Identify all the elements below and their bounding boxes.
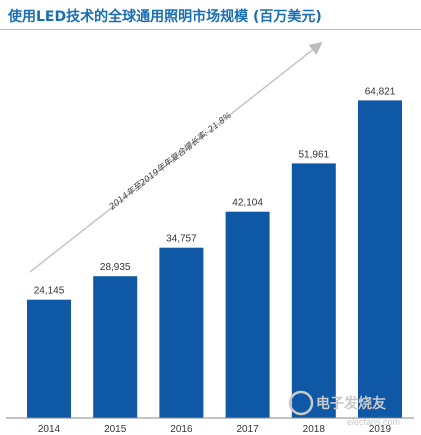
watermark-text: 电子发烧友 xyxy=(316,395,386,412)
value-label-2017: 42,104 xyxy=(232,198,263,209)
watermark-url: elecfans.com xyxy=(347,417,400,427)
bar-2014 xyxy=(27,299,71,418)
bar-2017 xyxy=(225,211,270,418)
bar-2015 xyxy=(93,276,138,418)
cagr-annotation: 2014年至2019年年复合增长率: 21.8% xyxy=(107,110,234,212)
value-label-2018: 51,961 xyxy=(299,149,330,160)
value-label-2016: 34,757 xyxy=(166,234,197,245)
value-label-2015: 28,935 xyxy=(100,262,131,273)
title-divider xyxy=(0,29,421,30)
watermark: 电子发烧友 elecfans.com xyxy=(288,390,400,427)
value-label-2014: 24,145 xyxy=(34,286,65,297)
x-tick-2016: 2016 xyxy=(170,424,193,435)
x-tick-2015: 2015 xyxy=(104,424,127,435)
x-tick-2018: 2018 xyxy=(303,424,326,435)
value-label-2019: 64,821 xyxy=(365,86,396,97)
bar-2018 xyxy=(291,163,336,418)
bar-2016 xyxy=(159,247,204,418)
growth-arrow xyxy=(29,42,323,273)
x-tick-2014: 2014 xyxy=(38,424,61,435)
watermark-logo xyxy=(288,390,314,416)
bar-2019 xyxy=(358,100,402,419)
x-tick-2019: 2019 xyxy=(369,424,392,435)
x-tick-2017: 2017 xyxy=(236,424,259,435)
chart-title: 使用LED技术的全球通用照明市场规模 (百万美元) xyxy=(8,9,322,25)
